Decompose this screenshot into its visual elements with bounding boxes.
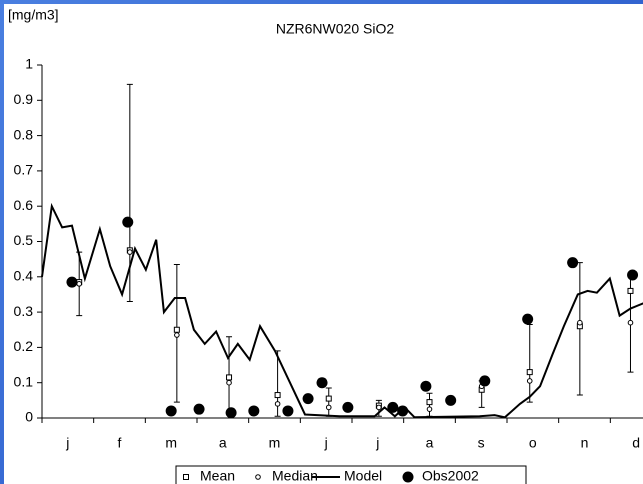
y-tick-label: 0 (25, 409, 33, 425)
obs-marker (302, 393, 314, 405)
x-tick-label: n (581, 435, 589, 451)
x-tick-label: f (118, 435, 122, 451)
obs-marker (342, 401, 354, 413)
y-tick-label: 0.3 (14, 303, 34, 319)
obs-marker (66, 276, 78, 288)
obs-marker (567, 257, 579, 269)
legend-label: Model (344, 468, 382, 484)
legend-symbol (255, 474, 261, 480)
x-tick-label: m (269, 435, 281, 451)
obs-marker (282, 405, 294, 417)
y-tick-label: 0.7 (14, 162, 34, 178)
obs-marker (397, 405, 409, 417)
obs-marker (165, 405, 177, 417)
x-tick-label: m (165, 435, 177, 451)
plot: 0 0.1 0.2 0.3 0.4 0.5 0.6 0.7 0.8 0.9 1 j f m a m j j a s o n… (14, 56, 643, 451)
y-tick-label: 0.4 (14, 268, 34, 284)
obs-marker (445, 394, 457, 406)
x-tick-label: a (426, 435, 434, 451)
obs-marker (316, 377, 328, 389)
obs-marker (627, 269, 639, 281)
y-tick-label: 0.5 (14, 232, 34, 248)
mean-marker (526, 369, 533, 376)
chart-panel (4, 4, 643, 484)
obs-marker (225, 407, 237, 419)
x-tick-label: j (65, 435, 69, 451)
mean-marker (426, 399, 433, 406)
mean-marker (325, 395, 332, 402)
obs-marker (420, 380, 432, 392)
y-axis-label: [mg/m3] (8, 7, 59, 23)
median-marker (226, 379, 232, 386)
mean-marker (226, 374, 233, 381)
x-tick-label: d (632, 435, 640, 451)
y-tick-label: 0.2 (14, 338, 34, 354)
median-marker (274, 401, 281, 407)
obs-marker (193, 403, 205, 415)
legend-box (175, 465, 527, 484)
mean-marker (627, 287, 634, 294)
legend: Mean Median Model Obs2002 (175, 465, 527, 484)
y-tick-label: 0.9 (14, 91, 34, 107)
obs-marker (248, 405, 260, 417)
y-tick-label: 0.6 (14, 197, 34, 213)
legend-symbol (183, 474, 189, 480)
model-line (41, 202, 643, 419)
obs-marker (479, 375, 491, 387)
mean-marker (274, 392, 281, 399)
median-marker (577, 319, 583, 326)
legend-label: Mean (200, 468, 235, 484)
x-tick-label: j (324, 435, 328, 451)
median-marker (127, 249, 133, 255)
y-tick-label: 0.8 (14, 126, 34, 142)
median-marker (325, 404, 332, 411)
x-tick-label: o (529, 435, 537, 451)
y-tick-label: 0.1 (14, 373, 34, 389)
obs-marker (387, 401, 399, 413)
legend-label: Median (272, 468, 318, 484)
median-marker (376, 404, 382, 411)
legend-symbol (402, 471, 414, 483)
mean-marker (173, 326, 180, 333)
median-marker (426, 406, 433, 412)
legend-label: Obs2002 (422, 468, 479, 484)
median-marker (76, 281, 82, 287)
x-tick-label: s (478, 435, 485, 451)
obs-marker (122, 216, 134, 228)
x-tick-label: j (375, 435, 379, 451)
chart-title: NZR6NW020 SiO2 (276, 21, 394, 37)
median-marker (174, 332, 180, 338)
median-marker (627, 319, 634, 326)
y-tick-label: 1 (25, 56, 33, 72)
x-tick-label: a (219, 435, 227, 451)
obs-marker (522, 313, 534, 325)
median-marker (526, 378, 533, 384)
